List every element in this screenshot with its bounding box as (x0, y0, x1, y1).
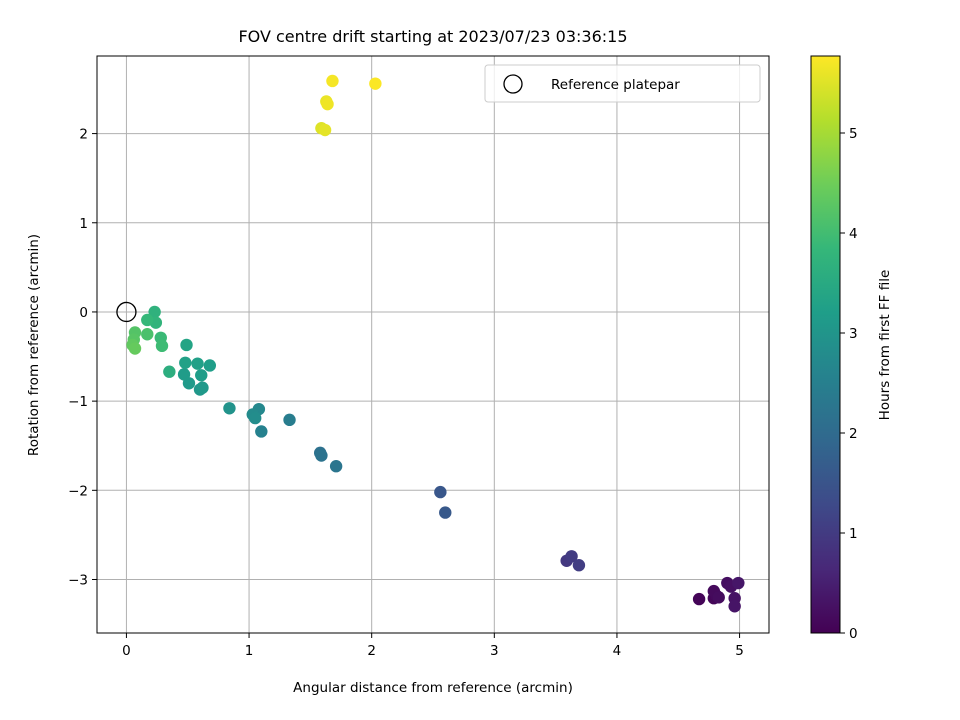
data-point (248, 411, 262, 425)
data-point (728, 600, 741, 613)
y-tick-label: 0 (79, 305, 88, 321)
data-point (439, 506, 452, 519)
data-point (196, 381, 209, 394)
data-point (732, 576, 745, 590)
data-point (326, 74, 339, 88)
colorbar: 0 1 2 3 4 5 Hours from first FF file (810, 55, 893, 642)
y-axis-label: Rotation from reference (arcmin) (26, 234, 42, 456)
data-point (565, 550, 578, 563)
y-tick-label: −1 (68, 394, 88, 410)
data-point (572, 559, 586, 572)
colorbar-gradient (811, 56, 840, 633)
legend-reference-marker (503, 74, 523, 94)
y-tick-label: −2 (68, 483, 88, 499)
x-tick-label: 4 (613, 643, 622, 659)
colorbar-tick-label: 1 (849, 526, 858, 542)
colorbar-frame (810, 55, 841, 634)
x-tick-label: 0 (122, 643, 131, 659)
colorbar-tick-label: 4 (849, 226, 858, 242)
data-point (177, 368, 191, 381)
data-point (329, 460, 343, 473)
data-point (712, 591, 725, 604)
y-axis: −3 −2 −1 0 1 2 (68, 127, 97, 588)
x-axis: 0 1 2 3 4 5 (122, 633, 744, 659)
colorbar-tick-label: 2 (849, 426, 858, 442)
data-point (195, 369, 208, 382)
data-point (179, 356, 192, 369)
data-point (369, 77, 382, 90)
colorbar-tick-label: 3 (849, 326, 858, 342)
reference-marker-layer (116, 301, 137, 323)
reference-platepar-marker (116, 301, 137, 323)
x-axis-label: Angular distance from reference (arcmin) (293, 680, 573, 696)
data-point (255, 425, 268, 438)
plot-frame (96, 55, 770, 634)
data-point (155, 339, 169, 353)
colorbar-tick-label: 5 (849, 126, 858, 142)
data-point (315, 449, 328, 462)
colorbar-tick-label: 0 (849, 626, 858, 642)
data-point (141, 328, 154, 341)
data-point (180, 338, 193, 352)
grid-lines (97, 56, 769, 633)
x-tick-label: 5 (735, 643, 744, 659)
data-point (191, 357, 204, 370)
data-point (203, 359, 217, 372)
colorbar-label: Hours from first FF file (877, 270, 893, 421)
x-tick-label: 1 (245, 643, 254, 659)
data-point (434, 485, 447, 499)
legend: Reference platepar (484, 64, 761, 103)
y-tick-label: 2 (79, 127, 88, 143)
data-point (148, 305, 161, 319)
data-point (692, 592, 706, 606)
x-tick-label: 2 (367, 643, 376, 659)
data-point (283, 413, 296, 427)
data-point (321, 97, 334, 111)
legend-label: Reference platepar (551, 77, 680, 93)
x-tick-label: 3 (490, 643, 499, 659)
legend-box (484, 64, 761, 103)
data-point (163, 365, 176, 378)
colorbar-ticks: 0 1 2 3 4 5 (840, 126, 858, 642)
data-point (318, 123, 332, 137)
data-point (223, 402, 236, 415)
data-point (141, 313, 154, 327)
y-tick-label: −3 (68, 572, 88, 588)
data-points (126, 74, 745, 613)
chart-title: FOV centre drift starting at 2023/07/23 … (238, 27, 627, 46)
data-point (128, 342, 142, 355)
y-tick-label: 1 (79, 216, 88, 232)
